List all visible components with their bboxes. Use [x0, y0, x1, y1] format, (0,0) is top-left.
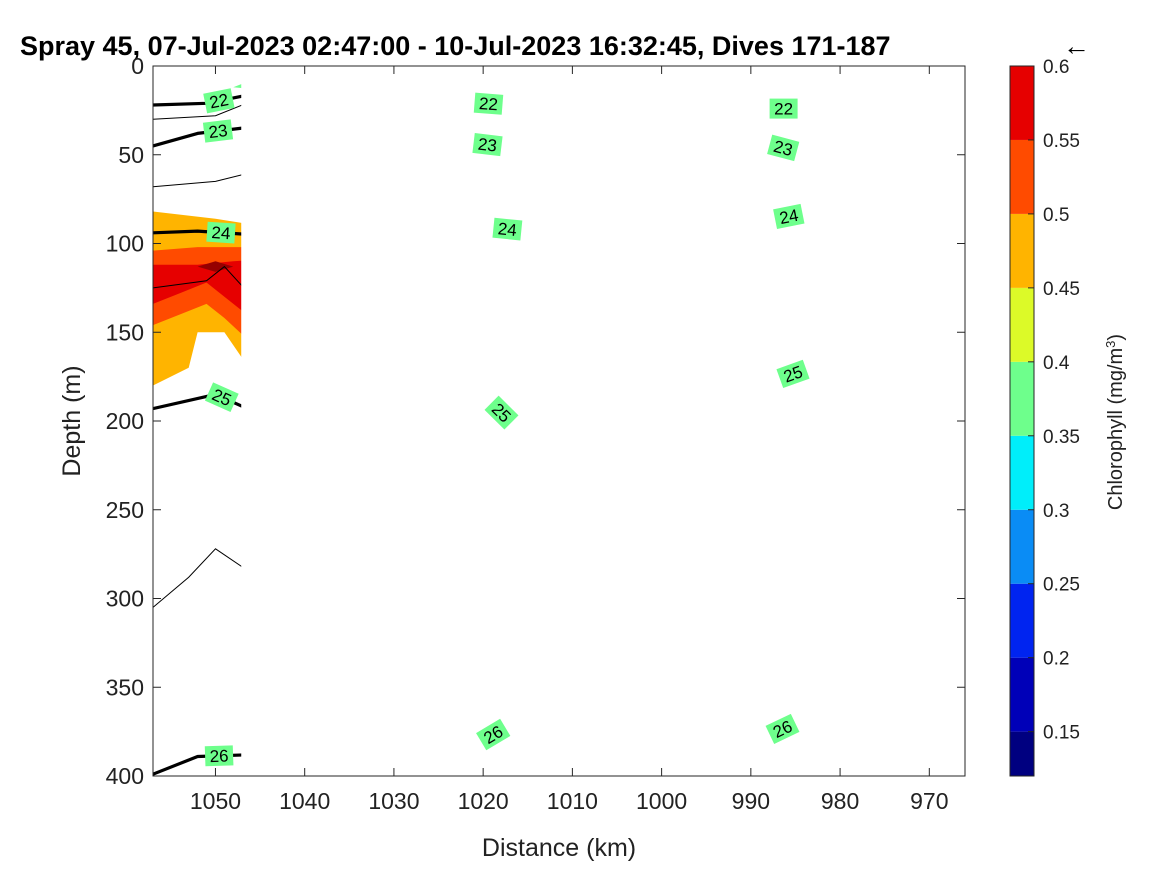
y-tick-label: 200	[106, 408, 144, 434]
chart-title: Spray 45, 07-Jul-2023 02:47:00 - 10-Jul-…	[20, 31, 891, 61]
colorbar-band	[1010, 361, 1034, 436]
y-tick-label: 350	[106, 674, 144, 700]
colorbar-frame	[1009, 65, 1035, 777]
contour-label-text: 22	[478, 94, 498, 114]
contour-label-text: 24	[211, 223, 231, 243]
x-tick-label: 1050	[190, 788, 241, 814]
contour-label-text: 22	[208, 90, 230, 112]
contour-label-text: 24	[778, 206, 800, 228]
plot-area	[153, 66, 965, 776]
y-tick-label: 400	[106, 763, 144, 789]
contour-label-24: 24	[773, 203, 805, 229]
colorbar-band	[1010, 139, 1034, 214]
colorbar-tick-label: 0.4	[1043, 353, 1070, 374]
contour-label-22: 22	[203, 88, 235, 114]
colorbar-band	[1010, 657, 1034, 732]
colorbar-band	[1010, 66, 1034, 140]
colorbar-band	[1010, 731, 1034, 776]
x-tick-label: 970	[910, 788, 948, 814]
y-tick-label: 0	[131, 53, 144, 79]
x-axis: 1050 1040 1030 1020 1010 1000 990 980 970	[190, 66, 948, 814]
colorbar-band	[1010, 583, 1034, 658]
colorbar-tick-label: 0.2	[1043, 649, 1069, 670]
colorbar-band	[1010, 213, 1034, 288]
x-tick-label: 980	[821, 788, 859, 814]
y-tick-label: 250	[106, 497, 144, 523]
colorbar-tick-label: 0.45	[1043, 279, 1080, 300]
y-tick-label: 100	[106, 231, 144, 257]
filled-contour-0.6	[197, 261, 234, 272]
y-tick-label: 300	[106, 586, 144, 612]
contour-label-text: 26	[209, 746, 229, 766]
colorbar-label: Chlorophyll (mg/m3)	[1103, 334, 1128, 510]
colorbar-tick-label: 0.15	[1043, 723, 1080, 744]
contour-label-text: 23	[771, 137, 794, 160]
contour-label-24: 24	[492, 217, 523, 241]
colorbar-band	[1010, 435, 1034, 510]
x-tick-label: 1040	[279, 788, 330, 814]
colorbar-tick-label: 0.3	[1043, 501, 1069, 522]
contour-label-23: 23	[202, 119, 234, 143]
colorbar-band	[1010, 509, 1034, 584]
contour-label-text: 23	[477, 135, 498, 156]
contour-label-text: 24	[497, 219, 518, 240]
colorbar-tick-label: 0.55	[1043, 131, 1080, 152]
colorbar-band	[1010, 287, 1034, 362]
colorbar-tick-label: 0.6	[1043, 57, 1069, 78]
contour-label-25: 25	[204, 382, 239, 413]
y-axis: 0 50 100 150 200 250 300 350 400	[106, 53, 965, 789]
contour-label-26: 26	[204, 745, 234, 767]
contour-label-text: 22	[774, 100, 793, 119]
x-tick-label: 1000	[636, 788, 687, 814]
x-tick-label: 990	[732, 788, 770, 814]
contour-label-24: 24	[206, 221, 236, 244]
contour-label-text: 23	[208, 121, 229, 142]
y-axis-label: Depth (m)	[58, 365, 86, 476]
y-tick-label: 150	[106, 319, 144, 345]
x-tick-label: 1020	[458, 788, 509, 814]
colorbar-tick-label: 0.5	[1043, 205, 1069, 226]
x-axis-label: Distance (km)	[482, 834, 636, 862]
colorbar: 0.15 0.2 0.25 0.3 0.35 0.4 0.45 0.5 0.55 0.6	[1009, 57, 1080, 777]
contour-label-23: 23	[767, 134, 800, 162]
colorbar-tick-label: 0.35	[1043, 427, 1080, 448]
x-tick-label: 1030	[368, 788, 419, 814]
y-tick-label: 50	[118, 142, 144, 168]
colorbar-tick-label: 0.25	[1043, 575, 1080, 596]
contour-label-22: 22	[473, 92, 504, 115]
x-tick-label: 1010	[547, 788, 598, 814]
contour-label-23: 23	[472, 133, 503, 157]
no-data-region	[241, 66, 965, 776]
back-arrow-icon[interactable]: ←	[1063, 31, 1090, 61]
contour-label-22: 22	[769, 98, 798, 119]
